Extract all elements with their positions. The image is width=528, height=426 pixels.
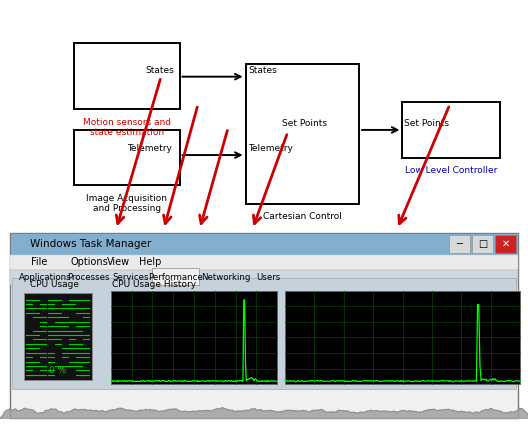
- Text: Networking: Networking: [201, 273, 250, 282]
- Text: 0 %: 0 %: [50, 366, 67, 375]
- Text: Processes: Processes: [67, 273, 109, 282]
- Bar: [74, 43, 180, 109]
- Text: □: □: [478, 239, 487, 249]
- Text: Help: Help: [139, 257, 161, 268]
- Bar: [74, 130, 180, 185]
- Text: Applications: Applications: [18, 273, 71, 282]
- Bar: [111, 291, 277, 384]
- Text: Motion sensors and
state estimation: Motion sensors and state estimation: [83, 118, 171, 138]
- Text: States: States: [146, 66, 174, 75]
- Text: Set Points: Set Points: [404, 119, 449, 128]
- Bar: [24, 293, 92, 380]
- Bar: [10, 270, 518, 285]
- Bar: [152, 268, 199, 285]
- Text: Users: Users: [256, 273, 280, 282]
- Bar: [10, 233, 518, 418]
- Bar: [12, 278, 516, 389]
- Text: View: View: [107, 257, 130, 268]
- Text: States: States: [248, 66, 277, 75]
- Text: Telemetry: Telemetry: [127, 144, 172, 153]
- Text: ─: ─: [456, 239, 463, 249]
- Text: CPU Usage History: CPU Usage History: [112, 280, 196, 289]
- Bar: [495, 235, 516, 253]
- Text: Options: Options: [70, 257, 108, 268]
- Text: Telemetry: Telemetry: [248, 144, 293, 153]
- Bar: [10, 255, 518, 270]
- Text: ✕: ✕: [502, 239, 510, 249]
- Text: File: File: [31, 257, 47, 268]
- Bar: [285, 291, 520, 384]
- Text: Low Level Controller: Low Level Controller: [406, 166, 497, 175]
- Bar: [0, 0, 528, 230]
- Bar: [472, 235, 493, 253]
- Text: Set Points: Set Points: [282, 119, 327, 128]
- Text: Windows Task Manager: Windows Task Manager: [30, 239, 151, 249]
- Text: Performance: Performance: [148, 273, 203, 282]
- Bar: [246, 64, 359, 204]
- Bar: [449, 235, 470, 253]
- Text: Image Acquisition
and Processing: Image Acquisition and Processing: [86, 194, 167, 213]
- Text: Cartesian Control: Cartesian Control: [262, 212, 342, 221]
- Text: CPU Usage: CPU Usage: [30, 280, 79, 289]
- Bar: [10, 233, 518, 255]
- Text: Services: Services: [112, 273, 149, 282]
- Bar: [402, 102, 500, 158]
